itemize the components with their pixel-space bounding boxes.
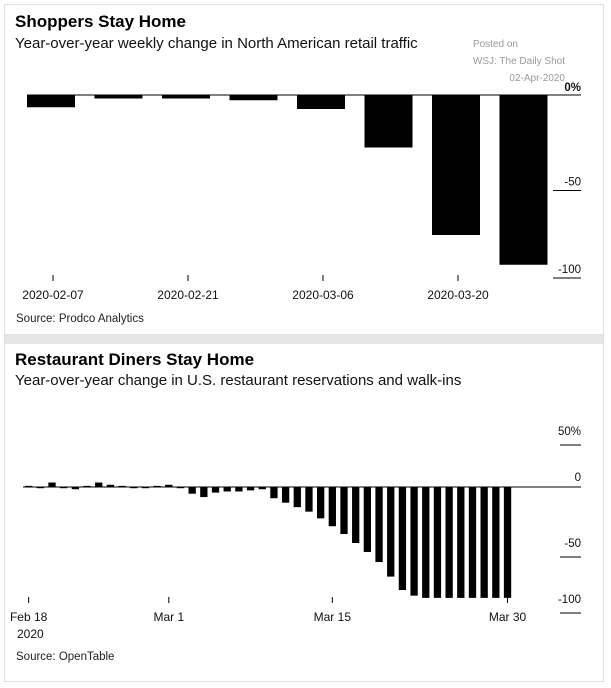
bar	[188, 487, 196, 494]
bar	[297, 95, 345, 109]
bar	[363, 487, 372, 552]
x-tick-label: Mar 15	[314, 610, 352, 624]
bar	[94, 95, 143, 99]
chart2-source: Source: OpenTable	[16, 651, 115, 663]
bar	[432, 95, 480, 235]
section-divider	[5, 334, 603, 344]
bar	[36, 487, 44, 489]
y-tick-label: -100	[558, 594, 581, 606]
bar	[352, 487, 360, 543]
bar	[422, 487, 430, 598]
x-tick-label: Mar 30	[489, 610, 527, 624]
bar	[499, 95, 548, 265]
bar	[340, 487, 348, 535]
bar	[71, 487, 80, 490]
bar	[118, 485, 126, 488]
bar	[328, 487, 336, 527]
bar	[445, 487, 453, 598]
bar	[141, 487, 150, 489]
bar	[200, 487, 208, 498]
bar	[480, 487, 488, 598]
bar	[106, 484, 115, 487]
bar	[410, 487, 418, 596]
bar	[165, 484, 173, 487]
y-tick-label: 50%	[558, 426, 581, 438]
bar	[211, 487, 220, 493]
bar	[95, 482, 103, 487]
bar	[375, 487, 383, 563]
bar	[305, 487, 313, 512]
chart1-plot: 0% -50 -100 2020-02-07 2020-02-21 2020-03-06 2…	[22, 82, 581, 302]
bar	[25, 485, 33, 488]
bar	[281, 487, 290, 503]
watermark: Posted on WSJ: The Daily Shot 02-Apr-202…	[473, 37, 565, 86]
bar	[246, 487, 255, 491]
chart2-plot: 50% 0 -50 -100 Feb 18 Mar 1 Mar 15 Mar 30 2020	[10, 426, 581, 641]
y-tick-label: -50	[564, 538, 581, 550]
x-tick-label: Mar 1	[153, 610, 184, 624]
bar	[364, 95, 413, 148]
bar	[457, 487, 465, 598]
bar	[153, 485, 161, 488]
bar	[492, 487, 500, 598]
chart1-source: Source: Prodco Analytics	[16, 313, 144, 325]
y-tick-label: 0	[575, 472, 581, 484]
x-tick-label: 2020-02-07	[22, 288, 84, 302]
bar	[176, 487, 185, 489]
chart2-subtitle: Year-over-year change in U.S. restaurant…	[15, 372, 462, 389]
bar	[130, 487, 138, 489]
chart2-title: Restaurant Diners Stay Home	[15, 350, 255, 369]
chart-frame: Shoppers Stay Home Year-over-year weekly…	[4, 4, 604, 682]
bar	[270, 487, 278, 499]
bar	[48, 482, 56, 487]
bar	[317, 487, 325, 519]
y-tick-label: -100	[558, 264, 581, 276]
x-year-label: 2020	[17, 627, 44, 641]
bar	[235, 487, 243, 492]
bar	[258, 487, 266, 490]
bar	[223, 487, 231, 492]
watermark-line1: Posted on	[472, 39, 518, 50]
bar	[398, 487, 407, 591]
bar	[387, 487, 395, 577]
bar	[60, 487, 68, 489]
watermark-line2: WSJ: The Daily Shot	[472, 56, 565, 67]
chart1-subtitle: Year-over-year weekly change in North Am…	[15, 35, 418, 52]
bar	[433, 487, 442, 598]
bar	[162, 95, 210, 99]
watermark-line3: 02-Apr-2020	[509, 73, 565, 84]
x-tick-label: Feb 18	[10, 610, 48, 624]
y-tick-label: -50	[564, 177, 581, 189]
x-tick-label: 2020-03-06	[292, 288, 354, 302]
x-tick-label: 2020-03-20	[427, 288, 489, 302]
y-tick-label: 0%	[564, 82, 581, 94]
bar	[27, 95, 75, 108]
bar	[503, 487, 512, 598]
bar	[229, 95, 278, 101]
bar	[83, 485, 91, 488]
bar	[468, 487, 477, 598]
chart1-title: Shoppers Stay Home	[15, 12, 186, 31]
bar	[293, 487, 301, 508]
x-tick-label: 2020-02-21	[157, 288, 219, 302]
